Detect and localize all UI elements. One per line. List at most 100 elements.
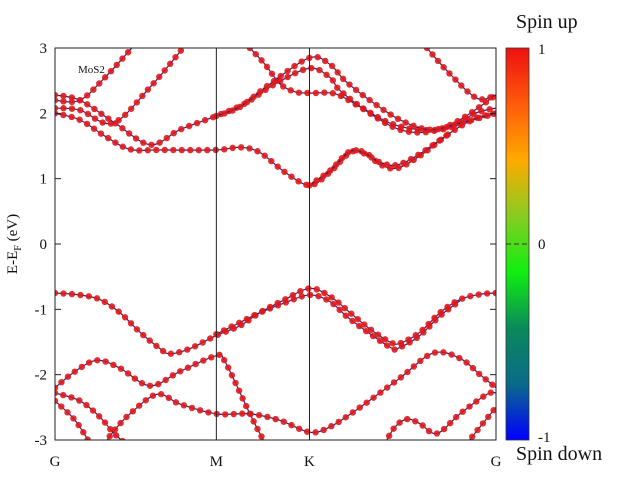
band-marker-vb5 — [188, 404, 196, 412]
band-marker-vb7 — [459, 408, 466, 415]
band-marker-cb1 — [144, 147, 151, 154]
band-marker-vb5 — [377, 389, 384, 396]
band-marker-vb1 — [153, 342, 160, 350]
band-marker-cb1 — [237, 144, 245, 151]
x-tick-label-M: M — [210, 454, 223, 470]
band-marker-vb3 — [117, 365, 125, 372]
band-marker-cb7 — [380, 106, 387, 114]
band-marker-cb4 — [382, 117, 389, 125]
band-marker-vb2 — [398, 343, 406, 350]
band-marker-vb5 — [328, 423, 335, 430]
band-marker-vb1 — [133, 326, 141, 333]
band-marker-cb6 — [434, 57, 442, 65]
band-marker-cb7 — [468, 116, 475, 124]
band-marker-vb4 — [89, 407, 97, 414]
band-marker-vb1 — [361, 321, 368, 328]
band-marker-vb7 — [480, 393, 487, 400]
band-marker-vb1 — [176, 349, 183, 356]
high-symmetry-lines — [215, 48, 310, 440]
band-marker-vb3 — [131, 375, 139, 382]
band-marker-vb2 — [258, 308, 266, 315]
x-tick-label-G: G — [50, 454, 61, 470]
band-marker-cb2 — [133, 99, 141, 106]
band-marker-cb3 — [98, 110, 105, 118]
band-marker-cb7 — [387, 111, 394, 118]
band-marker-cb4 — [321, 89, 328, 96]
band-marker-cb4 — [367, 109, 374, 116]
band-marker-cb3 — [334, 84, 341, 91]
band-marker-vb2 — [330, 300, 337, 308]
band-marker-vb5 — [431, 349, 439, 356]
band-marker-vb8 — [464, 440, 470, 446]
band-marker-cb2 — [150, 80, 157, 87]
band-marker-cb5 — [83, 92, 91, 99]
band-marker-vb1 — [207, 335, 214, 342]
band-marker-vb1 — [328, 294, 335, 301]
colorbar-tick-label: -1 — [538, 430, 551, 446]
band-marker-vb5 — [149, 392, 157, 399]
band-marker-vb1 — [93, 295, 101, 302]
band-marker-vb5 — [222, 411, 229, 418]
band-marker-cb7 — [328, 62, 336, 70]
band-marker-vb7 — [396, 419, 403, 426]
band-marker-vb1 — [305, 285, 312, 292]
y-tick-label: 0 — [40, 237, 48, 253]
band-marker-vb8 — [469, 433, 476, 440]
band-marker-vb1 — [348, 310, 355, 317]
band-marker-cb7 — [459, 119, 467, 126]
band-marker-vb1 — [167, 350, 175, 357]
band-marker-cb1-split — [422, 147, 429, 154]
band-marker-vb5 — [384, 384, 391, 391]
colorbar-ticks: 1 0 -1 — [538, 42, 551, 446]
band-marker-cb2 — [161, 67, 168, 74]
band-marker-vb1 — [60, 290, 67, 297]
band-marker-cb1 — [104, 134, 112, 142]
band-marker-cb3 — [284, 73, 291, 81]
band-marker-vb5 — [111, 426, 119, 433]
band-marker-vb2 — [274, 302, 282, 309]
band-marker-cb1-split — [360, 150, 368, 157]
band-marker-cb1-split — [383, 161, 391, 168]
band-marker-cb3 — [163, 134, 171, 142]
band-marker-cb7 — [418, 125, 425, 132]
band-marker-vb2 — [426, 323, 433, 330]
band-marker-cb7 — [257, 88, 264, 95]
band-marker-cb4 — [374, 113, 381, 121]
band-marker-vb3 — [228, 372, 236, 379]
band-marker-vb6 — [80, 429, 87, 436]
band-marker-vb1 — [140, 331, 147, 339]
band-marker-vb3 — [110, 361, 117, 369]
band-marker-vb2 — [315, 292, 322, 300]
band-marker-vb3 — [250, 418, 257, 425]
band-marker-cb7 — [229, 107, 236, 114]
band-marker-vb2 — [220, 327, 228, 334]
band-marker-vb5 — [370, 394, 377, 401]
band-marker-cb1 — [221, 146, 228, 153]
band-marker-vb1 — [85, 293, 93, 300]
band-marker-vb2 — [383, 342, 391, 349]
band-marker-vb2 — [282, 299, 290, 306]
band-marker-vb1 — [121, 314, 129, 321]
band-marker-vb3 — [55, 384, 59, 391]
band-marker-vb1 — [127, 320, 135, 327]
band-marker-cb4 — [337, 92, 345, 100]
band-marker-vb2 — [290, 296, 297, 303]
band-marker-cb4 — [486, 106, 493, 113]
band-marker-vb5 — [102, 440, 108, 446]
band-marker-vb1 — [191, 343, 199, 350]
band-marker-vb3 — [200, 357, 207, 364]
y-tick-label: -1 — [35, 302, 48, 318]
band-marker-vb2 — [369, 332, 377, 340]
band-marker-vb5 — [363, 399, 370, 406]
band-marker-cb2 — [122, 111, 129, 119]
band-marker-vb3 — [192, 360, 199, 368]
band-marker-cb7 — [410, 122, 417, 130]
colorbar-bottom-label: Spin down — [516, 443, 602, 465]
band-marker-cb5 — [101, 74, 109, 81]
band-marker-cb7 — [263, 82, 271, 90]
band-marker-cb4 — [470, 110, 477, 118]
band-marker-cb6 — [423, 48, 431, 52]
band-marker-cb4 — [246, 48, 254, 52]
